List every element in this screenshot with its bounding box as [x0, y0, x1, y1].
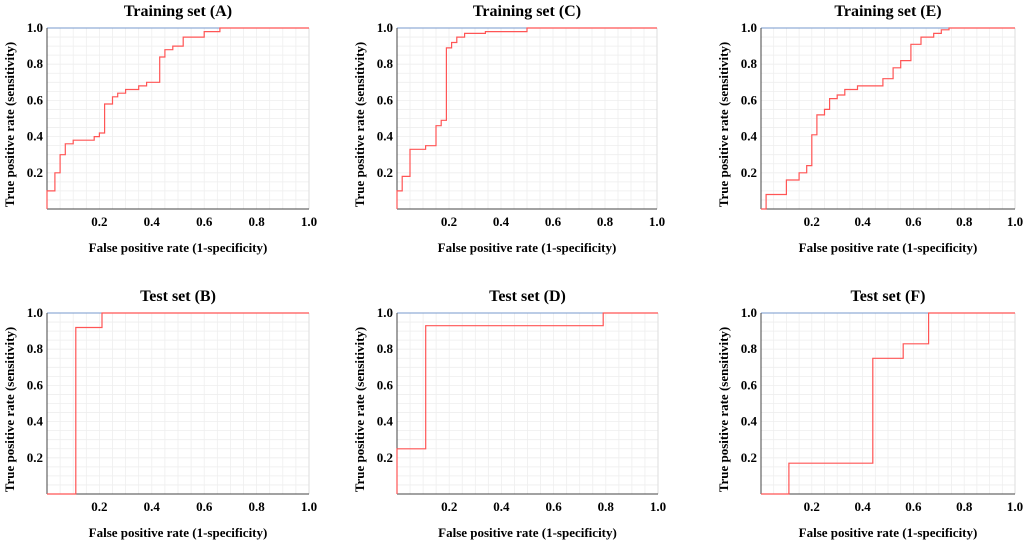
y-axis-label: True positive rate (sensitivity) — [2, 327, 17, 492]
x-tick-label: 0.4 — [144, 214, 161, 229]
x-axis-label: False positive rate (1-specificity) — [799, 525, 978, 540]
x-tick-label: 0.6 — [545, 214, 562, 229]
y-tick-label: 0.8 — [377, 341, 394, 356]
chart-panel-3: 0.2 0.4 0.6 0.8 1.0 0.2 0.4 0.6 0.8 1.0 Training s… — [716, 3, 1023, 255]
x-axis-label: False positive rate (1-specificity) — [438, 240, 617, 255]
y-axis-label: True positive rate (sensitivity) — [716, 42, 731, 207]
x-tick-label: 0.4 — [854, 499, 871, 514]
y-tick-label: 0.2 — [377, 165, 393, 180]
chart-panel-6: 0.2 0.4 0.6 0.8 1.0 0.2 0.4 0.6 0.8 1.0 Test set (… — [716, 288, 1023, 540]
x-tick-label: 1.0 — [1007, 499, 1023, 514]
y-axis-label: True positive rate (sensitivity) — [2, 42, 17, 207]
y-tick-label: 0.6 — [377, 377, 394, 392]
x-tick-label: 0.6 — [196, 214, 213, 229]
y-tick-label: 0.2 — [27, 450, 43, 465]
chart-panel-4: 0.2 0.4 0.6 0.8 1.0 0.2 0.4 0.6 0.8 1.0 Test set (… — [2, 288, 317, 540]
roc-curve-1 — [47, 312, 309, 495]
x-tick-label: 0.2 — [441, 214, 457, 229]
x-tick-label: 0.4 — [493, 499, 510, 514]
x-tick-label: 0.8 — [956, 499, 973, 514]
y-tick-label: 0.4 — [27, 414, 44, 429]
x-tick-label: 0.6 — [545, 499, 562, 514]
y-tick-label: 0.8 — [377, 56, 394, 71]
x-axis-label: False positive rate (1-specificity) — [438, 525, 617, 540]
chart-title: Training set (E) — [834, 3, 941, 20]
y-tick-label: 0.4 — [377, 129, 394, 144]
x-tick-label: 0.2 — [91, 214, 107, 229]
y-tick-label: 1.0 — [27, 305, 43, 320]
y-tick-label: 0.6 — [27, 377, 44, 392]
y-tick-label: 0.2 — [377, 450, 393, 465]
x-tick-label: 0.6 — [905, 499, 922, 514]
x-tick-label: 0.8 — [956, 214, 973, 229]
y-tick-label: 1.0 — [741, 20, 757, 35]
y-tick-label: 0.6 — [377, 92, 394, 107]
x-tick-label: 1.0 — [1007, 214, 1023, 229]
y-tick-label: 0.4 — [741, 414, 758, 429]
y-tick-label: 0.2 — [27, 165, 43, 180]
chart-panel-1: 0.2 0.4 0.6 0.8 1.0 0.2 0.4 0.6 0.8 1.0 Training s… — [2, 3, 317, 255]
y-tick-label: 1.0 — [27, 20, 43, 35]
y-tick-label: 0.6 — [741, 377, 758, 392]
x-tick-label: 0.2 — [91, 499, 107, 514]
y-tick-label: 0.4 — [377, 414, 394, 429]
y-tick-label: 0.4 — [741, 129, 758, 144]
y-tick-label: 0.6 — [741, 92, 758, 107]
x-tick-label: 1.0 — [301, 499, 317, 514]
x-axis-label: False positive rate (1-specificity) — [89, 525, 268, 540]
x-tick-label: 0.8 — [597, 214, 614, 229]
y-axis-label: True positive rate (sensitivity) — [352, 327, 367, 492]
roc-curve-1 — [761, 312, 1015, 495]
y-tick-label: 0.8 — [741, 341, 758, 356]
roc-curve-1 — [396, 312, 658, 494]
y-tick-label: 1.0 — [741, 305, 757, 320]
y-tick-label: 0.8 — [27, 56, 44, 71]
chart-panel-2: 0.2 0.4 0.6 0.8 1.0 0.2 0.4 0.6 0.8 1.0 Training s… — [352, 3, 665, 255]
y-axis-label: True positive rate (sensitivity) — [352, 42, 367, 207]
x-tick-label: 0.6 — [905, 214, 922, 229]
y-tick-label: 0.2 — [741, 450, 757, 465]
x-axis-label: False positive rate (1-specificity) — [799, 240, 978, 255]
x-tick-label: 0.4 — [493, 214, 510, 229]
x-tick-label: 0.2 — [804, 499, 820, 514]
roc-curve-1 — [46, 27, 309, 209]
y-tick-label: 1.0 — [377, 20, 393, 35]
x-tick-label: 0.6 — [196, 499, 213, 514]
y-tick-label: 0.4 — [27, 129, 44, 144]
x-tick-label: 1.0 — [650, 499, 666, 514]
chart-title: Test set (B) — [140, 288, 216, 305]
x-tick-label: 0.8 — [598, 499, 615, 514]
y-tick-label: 0.2 — [741, 165, 757, 180]
y-axis-label: True positive rate (sensitivity) — [716, 327, 731, 492]
chart-title: Training set (C) — [473, 3, 581, 20]
x-axis-label: False positive rate (1-specificity) — [89, 240, 268, 255]
chart-title: Test set (D) — [489, 288, 566, 305]
x-tick-label: 1.0 — [301, 214, 317, 229]
x-tick-label: 0.2 — [804, 214, 820, 229]
y-tick-label: 0.6 — [27, 92, 44, 107]
x-tick-label: 0.4 — [144, 499, 161, 514]
x-tick-label: 0.2 — [441, 499, 457, 514]
x-tick-label: 0.8 — [248, 214, 265, 229]
x-tick-label: 0.8 — [248, 499, 265, 514]
roc-curve-1 — [761, 27, 1015, 210]
chart-title: Training set (A) — [124, 3, 232, 20]
y-tick-label: 1.0 — [377, 305, 393, 320]
x-tick-label: 0.4 — [854, 214, 871, 229]
chart-panel-5: 0.2 0.4 0.6 0.8 1.0 0.2 0.4 0.6 0.8 1.0 Test set (… — [352, 288, 666, 540]
y-tick-label: 0.8 — [27, 341, 44, 356]
chart-title: Test set (F) — [851, 288, 926, 305]
y-tick-label: 0.8 — [741, 56, 758, 71]
roc-curve-1 — [396, 27, 657, 209]
x-tick-label: 1.0 — [649, 214, 665, 229]
